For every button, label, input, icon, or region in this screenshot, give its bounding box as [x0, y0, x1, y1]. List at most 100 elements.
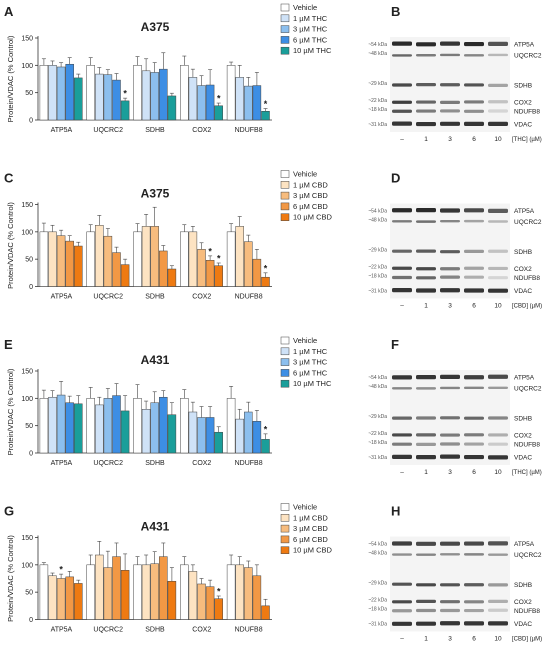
blot-band [488, 541, 508, 546]
blot-band [440, 416, 460, 420]
blot-band [440, 442, 460, 446]
panel-letter: G [4, 504, 14, 519]
bar [244, 241, 253, 287]
blot-band [392, 433, 412, 437]
blot-band [392, 387, 412, 390]
legend-entry: Vehicle [293, 3, 317, 12]
bar [261, 111, 270, 121]
protein-label: SDHB [514, 83, 532, 90]
blot-band [464, 288, 484, 293]
blot-band [416, 220, 436, 223]
blot-band [416, 208, 436, 213]
lane-label: 3 [448, 469, 452, 476]
blot-band [488, 53, 508, 57]
blot-band [416, 583, 436, 587]
bar [244, 411, 253, 454]
protein-label: ATP5A [514, 208, 535, 215]
blot-band [392, 288, 412, 293]
bar-panel-G: G A431 Protein/VDAC (% Control) 0 50 100 150 * A… [4, 503, 332, 634]
bar [159, 396, 168, 454]
bar [235, 418, 244, 454]
blot-band [464, 553, 484, 556]
legend-entry: 1 µM THC [293, 14, 328, 23]
bar [74, 245, 83, 287]
protein-label: SDHB [514, 582, 532, 589]
x-tick-label: UQCRC2 [93, 294, 123, 301]
bar [197, 249, 206, 287]
legend-entry: Vehicle [293, 170, 317, 179]
blot-band [464, 54, 484, 57]
bar [150, 402, 159, 454]
y-tick-label: 50 [25, 423, 33, 430]
blot-band [464, 454, 484, 460]
blot-band [488, 41, 508, 46]
lane-label: – [400, 469, 404, 476]
blot-band [440, 100, 460, 104]
lane-label: 6 [472, 136, 476, 143]
protein-label: COX2 [514, 433, 532, 440]
lane-axis-label: [CBD] (µM) [512, 637, 542, 643]
protein-label: UQCRC2 [514, 53, 542, 60]
bar [112, 395, 121, 454]
legend-entry: 1 µM THC [293, 347, 328, 356]
protein-label: COX2 [514, 266, 532, 273]
y-tick-label: 0 [29, 284, 33, 291]
marker-label: ~48 kDa [368, 51, 387, 57]
y-tick-label: 150 [21, 202, 33, 209]
bar [86, 564, 95, 620]
legend-entry: 10 µM THC [293, 379, 332, 388]
bar [39, 398, 49, 454]
blot-band [464, 109, 484, 113]
y-axis-label: Protein/VDAC (% Control) [6, 35, 15, 122]
x-tick-label: UQCRC2 [93, 460, 123, 467]
panel-letter: D [391, 171, 400, 186]
marker-label: ~18 kDa [368, 274, 387, 280]
blot-band [392, 83, 412, 87]
lane-label: 10 [494, 636, 502, 643]
protein-label: UQCRC2 [514, 219, 542, 226]
lane-label: 3 [448, 636, 452, 643]
bar [235, 564, 244, 620]
bar [167, 414, 177, 454]
blot-band [416, 553, 436, 556]
blot-band [392, 100, 412, 104]
bar [112, 556, 121, 620]
marker-label: ~54 kDa [368, 542, 387, 548]
bar [133, 231, 142, 287]
legend-entry: 1 µM CBD [293, 513, 328, 522]
blot-band [440, 553, 460, 556]
marker-label: ~22 kDa [368, 431, 387, 437]
blot-band [392, 442, 412, 446]
bar [197, 417, 206, 454]
marker-label: ~18 kDa [368, 607, 387, 613]
bar [188, 571, 198, 620]
legend-swatch [280, 524, 290, 533]
protein-label: VDAC [514, 122, 532, 129]
legend-swatch [280, 191, 290, 200]
y-tick-label: 0 [29, 118, 33, 125]
blot-band [464, 83, 484, 87]
marker-label: ~54 kDa [368, 375, 387, 381]
bar [112, 79, 121, 121]
bar [74, 403, 83, 454]
chart-title: A375 [141, 187, 170, 201]
bar [120, 100, 130, 121]
x-tick-label: ATP5A [51, 460, 73, 467]
bar-panel-E: E A431 Protein/VDAC (% Control) 0 50 100 150 AT… [4, 336, 332, 467]
x-tick-label: SDHB [145, 627, 165, 634]
blot-band [416, 541, 436, 546]
y-tick-label: 0 [29, 617, 33, 624]
blot-band [488, 599, 508, 603]
protein-label: NDUFB8 [514, 608, 540, 615]
bar [48, 396, 57, 454]
bar [244, 85, 253, 121]
blot-band [488, 83, 508, 87]
legend-entry: Vehicle [293, 503, 317, 512]
blot-panel-F: F ~54 kDa ~48 kDa ~29 kDa ~22 kDa ~18 kDa ~31 … [368, 337, 542, 476]
bar [65, 402, 74, 454]
lane-axis-label: [THC] (µM) [512, 137, 542, 143]
x-tick-label: SDHB [145, 127, 165, 134]
blot-band [464, 266, 484, 270]
blot-band [464, 600, 484, 604]
x-tick-label: SDHB [145, 294, 165, 301]
